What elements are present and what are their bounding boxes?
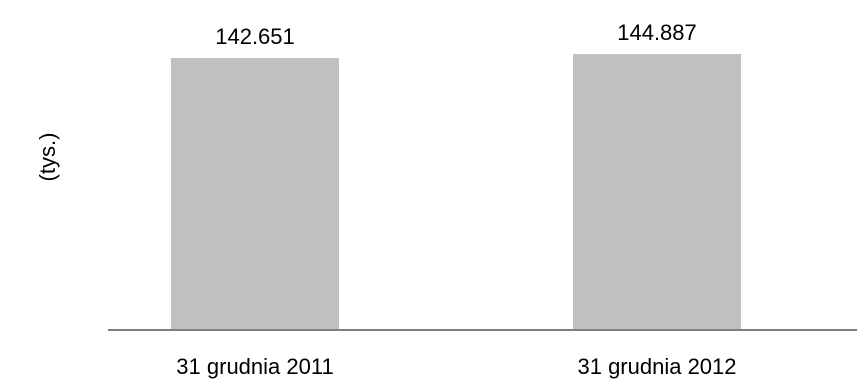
y-axis-label: (tys.) [35, 133, 60, 182]
bars-group [171, 54, 741, 330]
category-label-1: 31 grudnia 2011 [176, 354, 333, 379]
data-label-1: 142.651 [215, 24, 295, 49]
data-labels-group: 142.651 144.887 [215, 20, 697, 49]
bar-2 [573, 54, 741, 330]
category-labels-group: 31 grudnia 2011 31 grudnia 2012 [176, 354, 736, 379]
bar-1 [171, 58, 339, 330]
category-label-2: 31 grudnia 2012 [577, 354, 736, 379]
data-label-2: 144.887 [617, 20, 697, 45]
